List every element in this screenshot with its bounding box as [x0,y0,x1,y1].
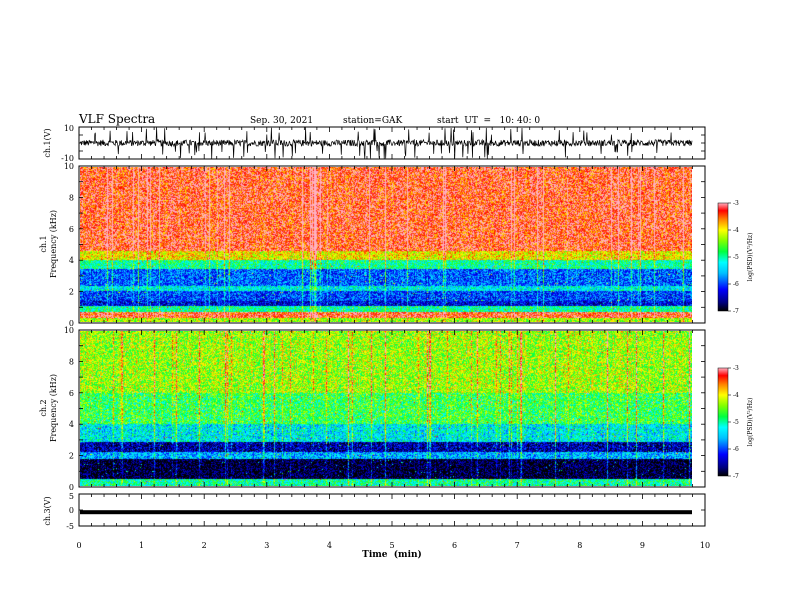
y-tick-label: 6 [69,389,74,398]
colorbar-tick-label: -7 [733,473,739,480]
ch1-colorbar: -3 -4 -5 -6 -7 log(PSD)(V²/Hz) [717,200,754,315]
x-tick-label: 0 [76,541,81,550]
date-label: Sep. 30, 2021 [250,116,313,126]
ch2-spec-ylabel-freq: Frequency (kHz) [49,374,58,442]
ch3-wave-ytick-bottom: -5 [66,522,74,531]
colorbar-tick-label: -5 [733,419,739,426]
y-tick-label: 8 [69,357,74,366]
x-tick-label: 10 [700,541,710,550]
y-tick-label: 10 [64,162,74,171]
y-tick-label: 8 [69,193,74,202]
colorbar-tick-label: -7 [733,308,739,315]
x-tick-label: 4 [327,541,332,550]
ch1-spec-ylabel-channel: ch.1 [39,235,48,252]
ch2-colorbar: -3 -4 -5 -6 -7 log(PSD)(V²/Hz) [717,365,754,480]
ch1-colorbar-tick-labels: -3 -4 -5 -6 -7 [728,200,739,315]
ch2-spectrogram-panel: 0 2 4 6 8 10 ch.2 Frequency (kHz) [39,326,706,492]
colorbar-tick-label: -4 [733,227,739,234]
x-tick-label: 3 [264,541,269,550]
ch3-waveform-frame [78,493,706,527]
station-label: station=GAK [343,116,403,126]
ch3-waveform-panel: 5 0 -5 ch.3(V) [43,492,706,531]
ch1-colorbar-gradient [717,202,729,312]
y-tick-label: 4 [69,420,74,429]
ch1-wave-ylabel: ch.1(V) [43,128,52,157]
x-tick-label: 7 [515,541,520,550]
y-tick-label: 4 [69,256,74,265]
ch2-spectrogram-ytick-labels: 0 2 4 6 8 10 [64,326,74,492]
colorbar-tick-label: -4 [733,392,739,399]
ch1-spectrogram-image [80,167,692,322]
start-time-label: start UT = 10: 40: 0 [437,116,540,126]
ch1-spectrogram-ticks [78,165,706,324]
x-tick-label: 6 [452,541,457,550]
ch1-spectrogram-ytick-labels: 0 2 4 6 8 10 [64,162,74,328]
ch3-wave-ytick-mid: 0 [69,506,74,515]
ch2-colorbar-gradient [717,367,729,477]
ch2-colorbar-label: log(PSD)(V²/Hz) [747,398,754,447]
y-tick-label: 10 [64,326,74,335]
ch1-spec-ylabel-freq: Frequency (kHz) [49,210,58,278]
y-tick-label: 0 [69,483,74,492]
y-tick-label: 0 [69,319,74,328]
x-tick-label: 2 [202,541,207,550]
x-tick-label: 9 [640,541,645,550]
ch1-waveform-trace [79,127,693,160]
x-tick-label: 8 [577,541,582,550]
ch2-spectrogram-image [80,331,692,486]
colorbar-tick-label: -3 [733,200,739,207]
colorbar-tick-label: -5 [733,254,739,261]
ch2-spec-ylabel-channel: ch.2 [39,399,48,416]
x-tick-label: 5 [389,541,394,550]
ch1-colorbar-label: log(PSD)(V²/Hz) [747,233,754,282]
colorbar-tick-label: -6 [733,281,739,288]
x-tick-label: 1 [139,541,144,550]
x-axis-label: Time (min) [362,549,422,560]
ch1-waveform-ticks [78,127,706,159]
ch3-waveform-ticks [78,493,706,527]
ch1-wave-ytick-top: 10 [64,124,74,133]
ch2-colorbar-tick-labels: -3 -4 -5 -6 -7 [728,365,739,480]
ch1-wave-ytick-bottom: -10 [61,154,74,163]
ch3-wave-ylabel: ch.3(V) [43,496,52,525]
colorbar-tick-label: -6 [733,446,739,453]
ch3-wave-ytick-top: 5 [69,492,74,501]
ch1-waveform-panel: 10 -10 ch.1(V) [43,124,706,163]
ch2-spectrogram-ticks [78,329,706,488]
y-tick-label: 2 [69,288,74,297]
colorbar-tick-label: -3 [733,365,739,372]
x-axis-tick-labels: 0 1 2 3 4 5 6 7 8 9 10 [76,541,710,550]
y-tick-label: 6 [69,225,74,234]
figure-title: VLF Spectra [78,112,155,126]
y-tick-label: 2 [69,452,74,461]
ch3-waveform-trace [80,510,692,515]
ch1-spectrogram-panel: 0 2 4 6 8 10 ch.1 Frequency (kHz) [39,162,706,328]
